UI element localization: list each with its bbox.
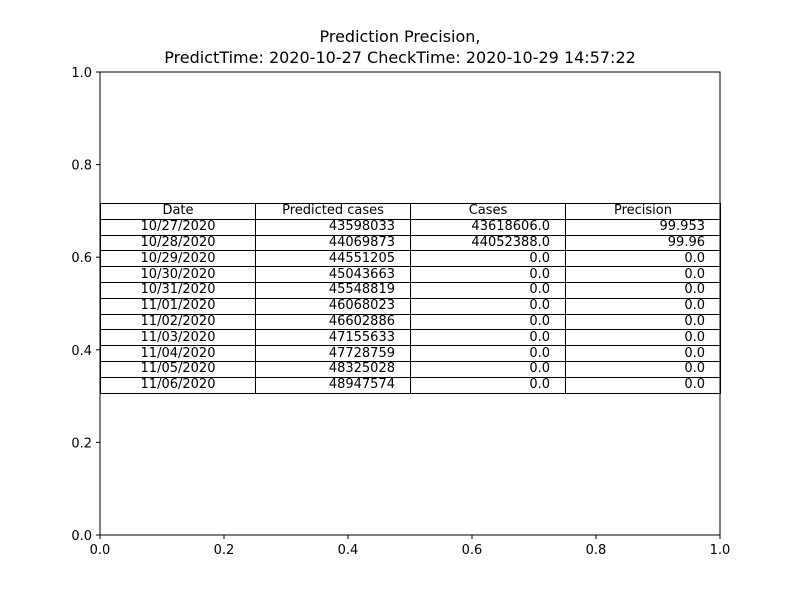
table-cell: 0.0 xyxy=(410,345,566,362)
table-cell: 47728759 xyxy=(255,345,411,362)
table-row: 11/04/2020 47728759 0.0 0.0 xyxy=(100,345,721,362)
table-cell: 0.0 xyxy=(565,376,721,394)
table-cell: 44069873 xyxy=(255,234,411,252)
table-cell: 0.0 xyxy=(410,266,566,283)
chart-title-line1: Prediction Precision, xyxy=(319,27,481,46)
table-row: 10/30/2020 45043663 0.0 0.0 xyxy=(100,266,721,283)
table-cell: 11/04/2020 xyxy=(100,345,256,362)
table-row: 10/28/2020 44069873 44052388.0 99.96 xyxy=(100,234,721,252)
table-row: 11/03/2020 47155633 0.0 0.0 xyxy=(100,329,721,347)
y-tick-label: 0.8 xyxy=(71,159,92,174)
table-cell: 0.0 xyxy=(410,297,566,315)
table-cell: 45043663 xyxy=(255,266,411,283)
table-cell: 48947574 xyxy=(255,376,411,394)
table-cell: 44551205 xyxy=(255,250,411,268)
table-cell: 0.0 xyxy=(565,250,721,268)
table-cell: 11/06/2020 xyxy=(100,376,256,394)
table-header-cell: Predicted cases xyxy=(255,203,411,220)
table-cell: 44052388.0 xyxy=(410,234,566,252)
table-cell: 11/05/2020 xyxy=(100,360,256,378)
table-cell: 0.0 xyxy=(410,360,566,378)
table-cell: 10/28/2020 xyxy=(100,234,256,252)
table-cell: 0.0 xyxy=(565,345,721,362)
table-header-cell: Date xyxy=(100,203,256,220)
table-row: 10/31/2020 45548819 0.0 0.0 xyxy=(100,281,721,299)
table-cell: 0.0 xyxy=(410,250,566,268)
x-tick-label: 0.6 xyxy=(462,543,483,558)
table-header-cell: Cases xyxy=(410,203,566,220)
table-cell: 10/30/2020 xyxy=(100,266,256,283)
chart-title-line2: PredictTime: 2020-10-27 CheckTime: 2020-… xyxy=(164,48,636,67)
table-cell: 43618606.0 xyxy=(410,218,566,236)
table-cell: 11/01/2020 xyxy=(100,297,256,315)
y-tick-label: 0.4 xyxy=(71,344,92,359)
table-cell: 0.0 xyxy=(565,329,721,347)
table-header-row: Date Predicted cases Cases Precision xyxy=(100,203,721,220)
table-cell: 99.96 xyxy=(565,234,721,252)
table-cell: 0.0 xyxy=(565,281,721,299)
table-cell: 10/31/2020 xyxy=(100,281,256,299)
x-tick-label: 1.0 xyxy=(710,543,731,558)
x-tick-label: 0.0 xyxy=(90,543,111,558)
table-cell: 99.953 xyxy=(565,218,721,236)
data-table: Date Predicted cases Cases Precision 10/27/2… xyxy=(100,203,721,394)
table-cell: 11/03/2020 xyxy=(100,329,256,347)
table-cell: 0.0 xyxy=(410,376,566,394)
table-row: 11/01/2020 46068023 0.0 0.0 xyxy=(100,297,721,315)
table-header-cell: Precision xyxy=(565,203,721,220)
y-tick-label: 0.6 xyxy=(71,251,92,266)
y-axis: 0.0 0.2 0.4 0.6 0.8 1.0 xyxy=(71,66,100,544)
table-cell: 0.0 xyxy=(410,313,566,331)
y-tick-label: 0.2 xyxy=(71,436,92,451)
table-cell: 43598033 xyxy=(255,218,411,236)
y-tick-label: 0.0 xyxy=(71,529,92,544)
table-cell: 0.0 xyxy=(565,266,721,283)
table-cell: 0.0 xyxy=(410,329,566,347)
table-cell: 47155633 xyxy=(255,329,411,347)
x-tick-label: 0.2 xyxy=(214,543,235,558)
table-cell: 45548819 xyxy=(255,281,411,299)
table-row: 10/29/2020 44551205 0.0 0.0 xyxy=(100,250,721,268)
y-tick-label: 1.0 xyxy=(71,66,92,81)
table-cell: 48325028 xyxy=(255,360,411,378)
table-cell: 0.0 xyxy=(410,281,566,299)
x-axis: 0.0 0.2 0.4 0.6 0.8 1.0 xyxy=(90,535,731,558)
table-cell: 0.0 xyxy=(565,313,721,331)
table-cell: 0.0 xyxy=(565,297,721,315)
table-cell: 10/29/2020 xyxy=(100,250,256,268)
x-tick-label: 0.8 xyxy=(586,543,607,558)
table-cell: 0.0 xyxy=(565,360,721,378)
table-cell: 46602886 xyxy=(255,313,411,331)
table-row: 10/27/2020 43598033 43618606.0 99.953 xyxy=(100,218,721,236)
table-row: 11/05/2020 48325028 0.0 0.0 xyxy=(100,360,721,378)
table-cell: 46068023 xyxy=(255,297,411,315)
table-cell: 11/02/2020 xyxy=(100,313,256,331)
table-row: 11/02/2020 46602886 0.0 0.0 xyxy=(100,313,721,331)
table-row: 11/06/2020 48947574 0.0 0.0 xyxy=(100,376,721,394)
x-tick-label: 0.4 xyxy=(338,543,359,558)
table-cell: 10/27/2020 xyxy=(100,218,256,236)
